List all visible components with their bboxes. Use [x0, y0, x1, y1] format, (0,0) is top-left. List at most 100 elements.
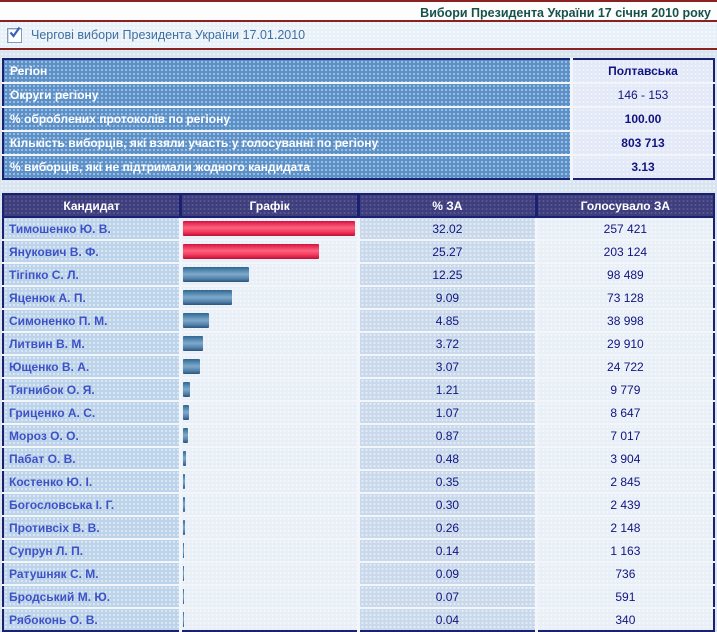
result-bar-cell	[180, 378, 360, 402]
result-bar	[183, 566, 185, 581]
candidate-name: Пабат О. В.	[3, 447, 183, 471]
votes-value: 591	[536, 585, 714, 609]
result-bar-cell	[180, 263, 360, 287]
result-bar	[183, 520, 185, 535]
info-row: % виборців, які не підтримали жодного ка…	[3, 155, 714, 179]
table-row: Тігіпко С. Л. 12.25 98 489	[3, 263, 714, 287]
table-row: Противсіх В. В. 0.26 2 148	[3, 516, 714, 540]
table-row: Симоненко П. М. 4.85 38 998	[3, 309, 714, 333]
result-bar	[183, 543, 185, 558]
election-filter-band: Чергові вибори Президента України 17.01.…	[0, 22, 717, 48]
column-header-candidate: Кандидат	[3, 194, 183, 218]
percent-value: 0.14	[358, 539, 538, 563]
candidate-name: Симоненко П. М.	[3, 309, 183, 333]
title-bar: Вибори Президента України 17 січня 2010 …	[0, 2, 717, 20]
result-bar-cell	[180, 585, 360, 609]
region-info-table: Регіон Полтавська Округи регіону 146 - 153%…	[2, 58, 715, 180]
percent-value: 0.09	[358, 562, 538, 586]
percent-value: 0.04	[358, 608, 538, 631]
votes-value: 1 163	[536, 539, 714, 563]
result-bar	[183, 474, 186, 489]
result-bar-cell	[180, 309, 360, 333]
page-title: Вибори Президента України 17 січня 2010 …	[420, 6, 711, 20]
info-value: 146 - 153	[571, 83, 714, 108]
result-bar-cell	[180, 447, 360, 471]
table-row: Костенко Ю. І. 0.35 2 845	[3, 470, 714, 494]
votes-value: 24 722	[536, 355, 714, 379]
candidate-name: Рябоконь О. В.	[3, 608, 183, 631]
result-bar-cell	[180, 401, 360, 425]
votes-value: 2 845	[536, 470, 714, 494]
votes-value: 340	[536, 608, 714, 631]
votes-value: 29 910	[536, 332, 714, 356]
result-bar	[183, 497, 185, 512]
result-bar	[183, 336, 204, 351]
result-bar-cell	[180, 539, 360, 563]
election-filter-label: Чергові вибори Президента України 17.01.…	[31, 28, 306, 42]
result-bar	[183, 589, 185, 604]
table-row: Янукович В. Ф. 25.27 203 124	[3, 240, 714, 264]
percent-value: 12.25	[358, 263, 538, 287]
column-header-graph: Графік	[180, 194, 360, 218]
percent-value: 0.35	[358, 470, 538, 494]
table-row: Яценюк А. П. 9.09 73 128	[3, 286, 714, 310]
candidate-name: Мороз О. О.	[3, 424, 183, 448]
result-bar	[183, 612, 185, 627]
votes-value: 8 647	[536, 401, 714, 425]
result-bar	[183, 451, 186, 466]
result-bar-cell	[180, 562, 360, 586]
percent-value: 0.87	[358, 424, 538, 448]
percent-value: 4.85	[358, 309, 538, 333]
percent-value: 0.48	[358, 447, 538, 471]
candidate-name: Яценюк А. П.	[3, 286, 183, 310]
result-bar-cell	[180, 286, 360, 310]
percent-value: 0.07	[358, 585, 538, 609]
result-bar-cell	[180, 470, 360, 494]
result-bar	[183, 313, 210, 328]
table-row: Ющенко В. А. 3.07 24 722	[3, 355, 714, 379]
candidate-name: Противсіх В. В.	[3, 516, 183, 540]
votes-value: 98 489	[536, 263, 714, 287]
candidate-name: Тягнибок О. Я.	[3, 378, 183, 402]
table-row: Бродський М. Ю. 0.07 591	[3, 585, 714, 609]
info-row: Кількість виборців, які взяли участь у г…	[3, 131, 714, 156]
votes-value: 2 439	[536, 493, 714, 517]
result-bar-cell	[180, 493, 360, 517]
percent-value: 3.07	[358, 355, 538, 379]
filter-rule	[0, 48, 717, 50]
column-header-percent: % ЗА	[358, 194, 538, 218]
percent-value: 0.30	[358, 493, 538, 517]
result-bar	[183, 405, 189, 420]
candidate-name: Тимошенко Ю. В.	[3, 217, 183, 241]
checked-checkbox-icon[interactable]	[7, 26, 22, 43]
result-bar	[183, 290, 233, 305]
info-label: % оброблених протоколів по регіону	[3, 107, 573, 132]
info-row: % оброблених протоколів по регіону 100.00	[3, 107, 714, 132]
info-label: Кількість виборців, які взяли участь у г…	[3, 131, 573, 156]
info-value: 3.13	[571, 155, 714, 179]
candidate-name: Ратушняк С. М.	[3, 562, 183, 586]
result-bar	[183, 221, 356, 236]
result-bar-cell	[180, 608, 360, 631]
candidate-name: Бродський М. Ю.	[3, 585, 183, 609]
results-table: Кандидат Графік % ЗА Голосувало ЗА Тимош…	[2, 193, 715, 632]
votes-value: 203 124	[536, 240, 714, 264]
result-bar	[183, 382, 190, 397]
candidate-name: Ющенко В. А.	[3, 355, 183, 379]
result-bar	[183, 244, 319, 259]
votes-value: 38 998	[536, 309, 714, 333]
column-header-votes: Голосувало ЗА	[536, 194, 714, 218]
result-bar-cell	[180, 240, 360, 264]
votes-value: 3 904	[536, 447, 714, 471]
candidate-name: Литвин В. М.	[3, 332, 183, 356]
result-bar-cell	[180, 332, 360, 356]
info-label: % виборців, які не підтримали жодного ка…	[3, 155, 573, 179]
percent-value: 25.27	[358, 240, 538, 264]
info-label: Регіон	[3, 59, 573, 84]
candidate-name: Янукович В. Ф.	[3, 240, 183, 264]
result-bar-cell	[180, 355, 360, 379]
result-bar-cell	[180, 217, 360, 241]
table-row: Тимошенко Ю. В. 32.02 257 421	[3, 217, 714, 241]
candidate-name: Супрун Л. П.	[3, 539, 183, 563]
info-row: Регіон Полтавська	[3, 59, 714, 84]
